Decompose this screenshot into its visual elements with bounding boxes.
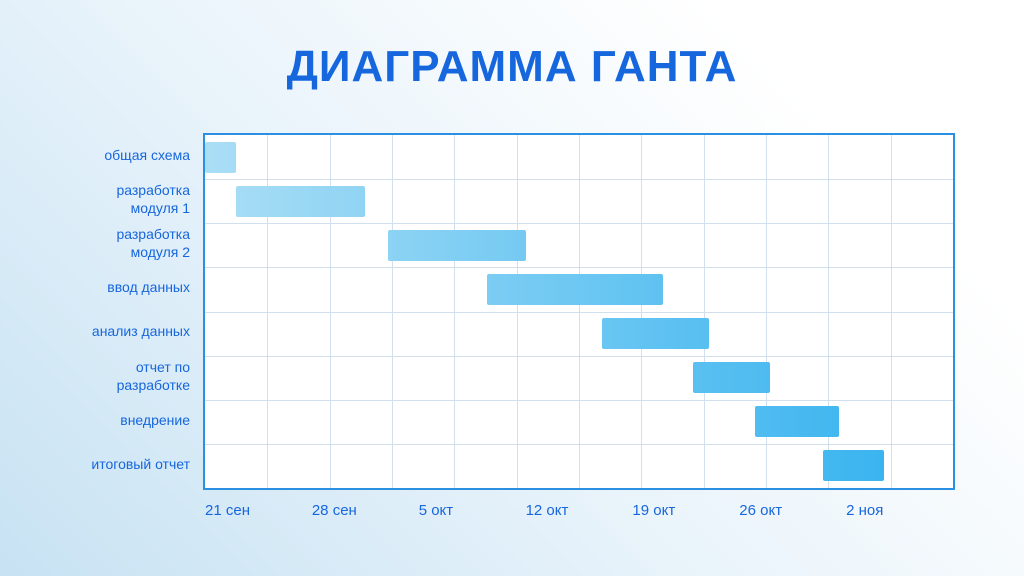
gantt-bar [693, 362, 770, 394]
axis-tick-label: 19 окт [632, 502, 676, 519]
gantt-bar [205, 141, 236, 173]
axis-tick-label: 5 окт [418, 502, 454, 519]
axis-tick-label: 12 окт [525, 502, 569, 519]
task-label: внедрение [120, 411, 190, 428]
grid-hline [205, 223, 953, 225]
axis-tick-label: 21 сен [205, 502, 250, 519]
gantt-bar [235, 185, 366, 217]
grid-hline [205, 443, 953, 445]
page-title: ДИАГРАММА ГАНТА [286, 42, 738, 91]
task-label: разработка модуля 1 [116, 182, 190, 217]
axis-tick-label: 2 ноя [846, 502, 884, 519]
grid-hline [205, 179, 953, 181]
task-labels: общая схема разработка модуля 1 разработка… [72, 133, 190, 490]
axis-tick-label: 28 сен [311, 502, 357, 519]
task-label: разработка модуля 2 [116, 226, 190, 261]
task-label: итоговый отчет [91, 455, 190, 472]
gantt-bar [601, 318, 709, 350]
gantt-bar [487, 273, 663, 305]
gantt-bar [388, 229, 526, 261]
gantt-chart-area [203, 133, 955, 490]
grid-hline [205, 311, 953, 313]
grid-hline [205, 267, 953, 269]
gantt-bar [754, 406, 839, 438]
task-label: отчет по разработке [116, 358, 190, 393]
x-axis-ticks: 21 сен 28 сен 5 окт 12 окт 19 окт 26 окт 2 ноя [205, 502, 953, 524]
grid-hline [205, 399, 953, 401]
task-label: анализ данных [91, 323, 190, 340]
task-label: общая схема [104, 146, 190, 163]
grid-hline [205, 355, 953, 357]
axis-tick-label: 26 окт [739, 502, 783, 519]
gantt-bar [823, 450, 885, 482]
task-label: ввод данных [107, 279, 190, 296]
